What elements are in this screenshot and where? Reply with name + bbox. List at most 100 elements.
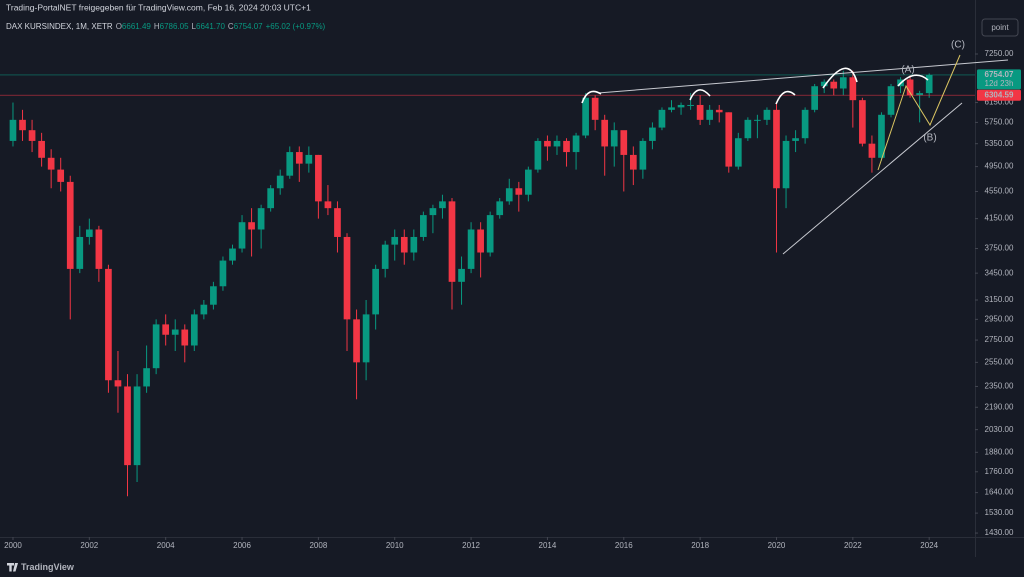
candle-body — [811, 86, 819, 110]
drawings — [581, 54, 1009, 255]
candle-body — [859, 100, 866, 144]
candle-body — [429, 208, 437, 216]
candle-body — [515, 188, 523, 195]
y-tick-label: 1760.00 — [985, 467, 1014, 476]
candle-body — [878, 114, 885, 158]
candle-body — [248, 222, 255, 230]
candle-body — [381, 244, 389, 269]
candle-body — [629, 154, 637, 170]
candle-body — [744, 119, 752, 139]
legend-key: H — [154, 22, 160, 31]
button-label[interactable]: point — [991, 23, 1009, 32]
candle-body — [734, 138, 742, 167]
y-tick-label: 1530.00 — [985, 508, 1014, 517]
candle-body — [105, 268, 112, 381]
y-tick-label: 7250.00 — [985, 49, 1014, 58]
wave-label: (A) — [901, 65, 914, 76]
x-tick-label: 2018 — [691, 541, 709, 550]
legend-value: 6661.49 — [122, 22, 151, 31]
candle-body — [181, 329, 189, 346]
candle-body — [76, 236, 84, 269]
candle-body — [601, 119, 609, 147]
y-tick-label: 2030.00 — [985, 425, 1014, 434]
candle-body — [85, 229, 93, 237]
x-tick-label: 2002 — [80, 541, 98, 550]
candle-body — [57, 169, 65, 182]
candle-body — [305, 154, 313, 164]
candle-body — [553, 140, 561, 147]
candle-body — [649, 127, 656, 141]
x-tick-label: 2010 — [386, 541, 404, 550]
candle-body — [906, 79, 914, 96]
y-tick-label: 4550.00 — [985, 187, 1014, 196]
candle-body — [792, 138, 799, 141]
candle-body — [229, 248, 236, 261]
upper-trendline — [597, 59, 1009, 94]
candle-body — [458, 268, 465, 282]
y-tick-label: 5350.00 — [985, 139, 1014, 148]
candle-body — [152, 324, 160, 369]
x-tick-label: 2024 — [920, 541, 938, 550]
candle-body — [19, 119, 26, 131]
y-tick-label: 2350.00 — [985, 382, 1014, 391]
candle-body — [754, 119, 761, 121]
legend: DAX KURSINDEX, 1M, XETR O6661.49 H6786.05 L… — [6, 22, 326, 31]
tv-logo: TradingView — [6, 562, 75, 572]
candle-body — [95, 229, 103, 269]
legend-value: 6641.70 — [196, 22, 225, 31]
button-frame[interactable] — [981, 18, 1019, 37]
candle-body — [362, 314, 370, 363]
top-arc — [822, 67, 858, 89]
candle-body — [563, 140, 570, 153]
legend-key: O — [116, 22, 122, 31]
x-tick-label: 2008 — [309, 541, 327, 550]
y-tick-label: 1430.00 — [985, 528, 1014, 537]
price-tag-label: 6304.59 — [985, 90, 1014, 99]
candle-body — [687, 104, 694, 106]
logo-text: TradingView — [21, 562, 75, 572]
candle-body — [210, 286, 217, 305]
candle-body — [830, 81, 838, 89]
candle-body — [9, 119, 17, 141]
candle-body — [916, 93, 923, 96]
candle-body — [448, 201, 456, 282]
legend-key: L — [192, 22, 197, 31]
candle-body — [486, 215, 494, 253]
legend-value: 6754.07 — [234, 22, 263, 31]
header-title: Trading-PortalNET freigegeben für Tradin… — [6, 2, 311, 12]
y-tick-label: 2550.00 — [985, 357, 1014, 366]
candle-body — [544, 140, 551, 147]
candle-body — [773, 109, 780, 189]
price-tag — [977, 89, 1021, 101]
candle-body — [143, 368, 150, 387]
x-tick-label: 2020 — [768, 541, 786, 550]
candle-body — [124, 386, 131, 466]
point-button[interactable]: point — [981, 18, 1019, 37]
candle-body — [668, 107, 675, 110]
candle-body — [715, 109, 723, 113]
candle-body — [114, 380, 122, 387]
candle-body — [839, 77, 847, 89]
legend-title: DAX KURSINDEX, 1M, XETR — [6, 22, 113, 31]
candle-body — [610, 130, 618, 147]
candle-body — [276, 175, 284, 189]
abc-wave — [877, 54, 961, 171]
candle-body — [267, 188, 275, 209]
top-arc — [775, 90, 796, 105]
x-tick-label: 2000 — [4, 541, 22, 550]
logo-mark — [6, 563, 18, 572]
x-tick-label: 2012 — [462, 541, 480, 550]
candle-body — [620, 130, 628, 155]
candle-body — [868, 143, 876, 158]
candle-body — [372, 268, 379, 315]
candle-body — [400, 236, 408, 253]
candle-body — [887, 86, 895, 115]
candle-body — [505, 188, 513, 202]
legend-value: 6786.05 — [160, 22, 189, 31]
y-tick-label: 6150.00 — [985, 98, 1014, 107]
candle-body — [257, 208, 265, 230]
candle-body — [801, 109, 809, 139]
candle-body — [639, 140, 647, 170]
